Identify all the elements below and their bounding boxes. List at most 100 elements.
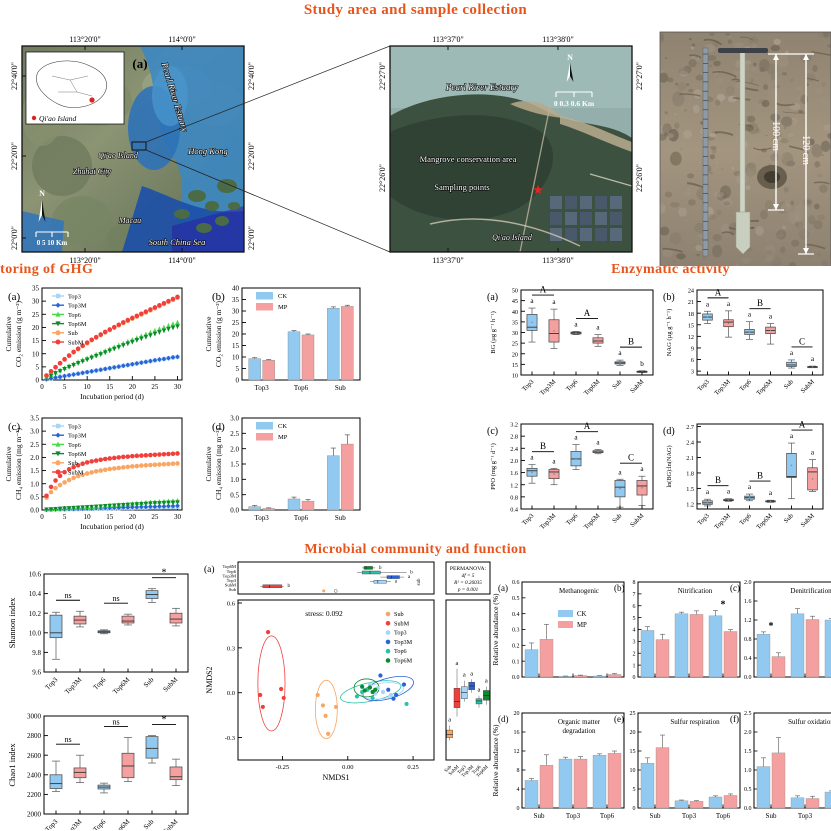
nmds-marg-top-box — [386, 575, 400, 579]
func-0-tag: (a) — [498, 583, 508, 593]
nmds-panel: Top6M b Top6 b Top3M a Top3 a SubM b Sub sub PERMANO… — [200, 558, 492, 830]
ytick: 1.2 — [686, 501, 694, 508]
ytick: 25 — [512, 341, 518, 348]
func-0-ytick: 0.1 — [512, 659, 520, 665]
ghg-a-legend-Sub: Sub — [68, 330, 78, 337]
func-0-bar — [607, 674, 622, 678]
nmds-point — [401, 682, 407, 687]
func-3-title: Organic matter — [558, 718, 601, 726]
ytick: 3.0 — [30, 428, 39, 436]
north-label-a: N — [39, 189, 45, 198]
enz-a-frame — [520, 289, 654, 376]
detail-lon-bot-0: 113°37'0" — [432, 256, 464, 265]
ghg-a-legend-Top6: Top6 — [68, 312, 81, 319]
enz-b-letter: a — [790, 349, 794, 357]
func-3-bar — [573, 758, 588, 809]
ghg-a-xtick: 5 — [63, 383, 67, 391]
nmds-marg-top-axis: sub — [417, 578, 422, 585]
enz-a-xtick: Top3M — [539, 378, 558, 397]
func-2-ytick: 1.6 — [744, 599, 752, 605]
nmds-point — [362, 688, 367, 693]
chao1-sig: ns — [64, 735, 71, 744]
nmds-point — [315, 692, 320, 698]
func-4-ytick: 25 — [630, 711, 636, 717]
func-4-bar — [689, 801, 704, 809]
inset-study-marker — [89, 97, 95, 103]
nmds-marg-right-box — [446, 729, 453, 738]
ytick: 1.5 — [230, 461, 239, 469]
ytick: 2000 — [27, 811, 42, 819]
chao1-xtick: SubM — [162, 817, 180, 830]
study-area-box — [131, 141, 147, 151]
func-2-sig: * — [769, 621, 774, 632]
enz-c-xtick: Sub — [611, 512, 624, 525]
ghg-c-xtick: 15 — [106, 513, 114, 521]
ghg-a-xtick: 25 — [151, 383, 159, 391]
ghg-b-tag: (b) — [212, 291, 225, 303]
nmds-marg-right-letter: a — [478, 687, 481, 694]
ytick: 40 — [232, 285, 240, 293]
ytick: 1.0 — [30, 480, 39, 488]
ytick: 0.0 — [230, 507, 239, 515]
ytick: 35 — [32, 285, 40, 293]
ghg-b-legend-CK: CK — [278, 293, 287, 300]
ytick: 0.5 — [30, 493, 39, 501]
ghg-d-bar — [248, 506, 261, 511]
overview-lat-r-0: 22°40'0" — [247, 62, 256, 90]
nmds-point — [373, 687, 378, 692]
nmds-marg-right-letter: a — [470, 670, 473, 677]
nmds-point — [281, 695, 286, 701]
ytick: 2800 — [27, 732, 42, 740]
nmds-ytick: 0.3 — [227, 645, 235, 652]
ghg-d-bar — [301, 500, 315, 511]
func-4-bar — [655, 747, 670, 809]
permanova-title: PERMANOVA: — [450, 566, 487, 572]
func-4-tag: (e) — [614, 714, 624, 724]
map-label-2: Zhuhai City — [73, 167, 111, 176]
ytick: 5 — [236, 365, 240, 373]
ytick: 2.7 — [686, 424, 694, 431]
enz-b-xtick: Top3 — [696, 378, 711, 393]
overview-lon-bot-1: 114°0'0" — [168, 256, 196, 265]
nmds-ellipse — [360, 682, 404, 700]
enz-c-xtick: Top3 — [521, 512, 536, 527]
nmds-marg-right-label: Top6 — [472, 765, 483, 776]
corer-handle — [718, 48, 768, 53]
func-3-ytick: 0 — [517, 806, 520, 812]
nmds-ellipse — [257, 635, 286, 732]
func-5-title: Sulfur oxidation — [788, 718, 831, 726]
ghg-panels: 0 5 10 15 20 25 30 35 0 5 10 15 20 25 30 Incubation per… — [0, 278, 420, 546]
map-tag-a: (a) — [132, 56, 147, 71]
ghg-b-legend-MP: MP — [278, 304, 288, 311]
enz-a-letter: a — [618, 349, 622, 357]
ytick: 20 — [32, 324, 40, 332]
nmds-marg-right-letter: a — [456, 660, 459, 667]
enz-b-xtick: Sub — [783, 378, 796, 391]
enz-c-xtick: Top3M — [539, 512, 558, 531]
nmds-marg-top-label: Top3M — [223, 573, 236, 578]
enz-b-cap: C — [799, 336, 805, 346]
func-1-bar — [640, 630, 655, 678]
func-0-bar — [573, 675, 588, 678]
ytick: 24 — [688, 288, 694, 295]
ghg-c-xtick: 10 — [84, 513, 92, 521]
nmds-point — [260, 704, 265, 710]
func-1-ytick: 8 — [633, 580, 636, 586]
nmds-tag: (a) — [204, 564, 215, 575]
soil-corer — [739, 51, 746, 221]
chao1-xtick: Top6M — [111, 817, 132, 830]
shannon-sig: * — [162, 568, 167, 579]
overview-lat-l-2: 22°0'0" — [10, 226, 19, 250]
ytick: 3.0 — [230, 415, 239, 423]
enz-d-letter: a — [748, 483, 752, 491]
chao1-frame — [43, 715, 189, 815]
func-3-xtick: Sub — [534, 812, 545, 820]
ghg-d-bar — [327, 455, 340, 511]
shannon-xtick: SubM — [162, 675, 180, 693]
detail-label-1: Mangrove conservation area — [420, 154, 517, 164]
nmds-marg-right-box — [475, 698, 483, 705]
ytick: 3.2 — [510, 422, 518, 429]
enz-c-xtick: SubM — [629, 512, 645, 528]
ytick: 1.0 — [230, 476, 239, 484]
func-2-title: Denitrification — [790, 587, 831, 595]
